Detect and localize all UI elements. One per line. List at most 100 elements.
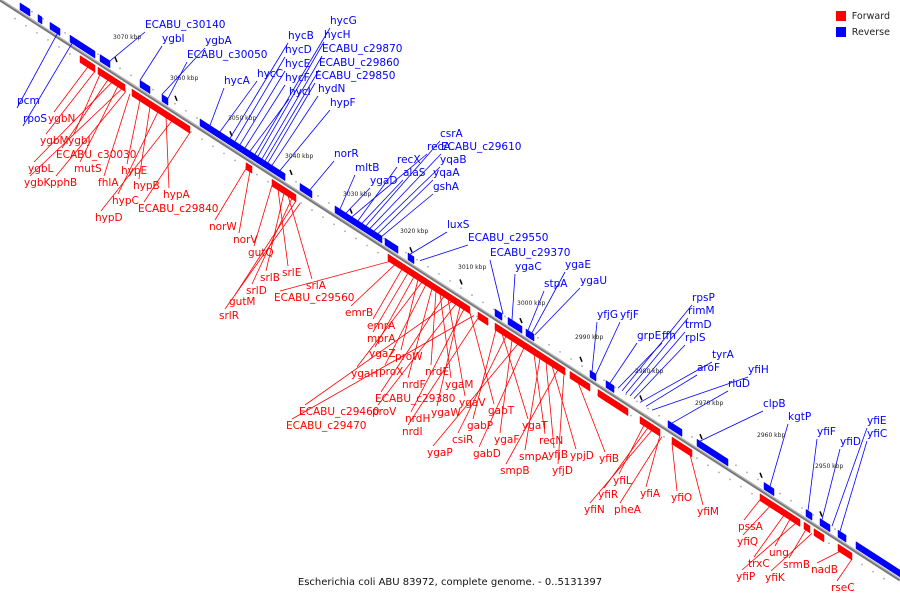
gene-label: tyrA bbox=[712, 349, 735, 361]
legend-forward-label: Forward bbox=[851, 10, 890, 22]
position-dot bbox=[333, 223, 335, 226]
position-dot bbox=[812, 514, 814, 516]
gene-label: ung bbox=[769, 547, 789, 559]
label-leader-line bbox=[742, 505, 771, 536]
label-leader-line bbox=[629, 331, 686, 397]
label-leader-line bbox=[61, 79, 109, 149]
gene-label: rplS bbox=[685, 332, 706, 344]
gene-label: ECABU_c30030 bbox=[56, 149, 136, 161]
position-dot bbox=[201, 138, 203, 141]
position-dot bbox=[537, 336, 539, 339]
label-leader-lines bbox=[16, 27, 868, 582]
axis-tick bbox=[819, 511, 823, 517]
label-leader-line bbox=[103, 93, 131, 177]
gene-labels: ECABU_c30140 ygbI ygbA ECABU_c30050 hycA hycC… bbox=[17, 15, 887, 594]
position-dot bbox=[476, 315, 478, 318]
axis-tick-label: 3070 kbp bbox=[113, 34, 141, 41]
gene-label: hypD bbox=[95, 212, 123, 224]
position-dot bbox=[872, 570, 874, 573]
axis-tick-label: 3010 kbp bbox=[458, 264, 486, 271]
gene-label: hypB bbox=[133, 180, 160, 192]
label-leader-line bbox=[279, 109, 331, 171]
gene-label: hycE bbox=[285, 58, 310, 70]
gene-label: pssA bbox=[738, 521, 764, 533]
label-leader-line bbox=[618, 424, 645, 475]
gene-label: mutS bbox=[74, 163, 102, 175]
position-dot bbox=[729, 478, 731, 481]
gene-label: proX bbox=[379, 366, 403, 378]
gene-label: yfiM bbox=[697, 506, 719, 518]
gene-label: ygbL bbox=[28, 163, 54, 175]
gene-label: ygaP bbox=[427, 447, 453, 459]
gene-label: ECABU_c29870 bbox=[322, 43, 402, 55]
gene-label: stpA bbox=[544, 278, 568, 290]
gene-label: recN bbox=[539, 435, 563, 447]
label-leader-line bbox=[511, 273, 516, 320]
position-dot bbox=[790, 499, 792, 502]
label-leader-line bbox=[619, 436, 663, 504]
gene-label: nadB bbox=[811, 564, 838, 576]
gene-block bbox=[494, 308, 503, 321]
gene-label: gabT bbox=[488, 405, 515, 417]
gene-block bbox=[605, 380, 615, 394]
label-leader-line bbox=[380, 295, 445, 393]
label-leader-line bbox=[589, 429, 653, 504]
gene-label: norV bbox=[233, 234, 258, 246]
label-leader-line bbox=[645, 374, 698, 407]
label-leader-line bbox=[265, 192, 285, 272]
label-leader-line bbox=[531, 271, 566, 334]
label-leader-line bbox=[409, 231, 448, 255]
position-dot bbox=[559, 350, 561, 353]
label-leader-line bbox=[257, 41, 325, 157]
gene-label: yfiB bbox=[599, 453, 619, 465]
position-dot bbox=[718, 471, 720, 474]
legend-reverse-label: Reverse bbox=[851, 26, 890, 38]
label-leader-line bbox=[816, 550, 841, 564]
gene-block bbox=[97, 66, 126, 93]
gene-block bbox=[837, 543, 853, 561]
reverse-swatch bbox=[835, 27, 846, 37]
label-leader-line bbox=[699, 410, 764, 442]
gene-label: ygbJ bbox=[68, 135, 91, 147]
gene-label: mprA bbox=[367, 333, 396, 345]
label-leader-line bbox=[419, 244, 469, 262]
gene-block bbox=[569, 370, 591, 392]
label-leader-line bbox=[219, 80, 258, 133]
gene-label: yfjF bbox=[620, 309, 639, 321]
position-dot bbox=[42, 17, 44, 20]
label-leader-line bbox=[234, 56, 286, 142]
gene-label: yfjB bbox=[548, 449, 568, 461]
gene-label: ygaV bbox=[459, 397, 486, 409]
label-leader-line bbox=[436, 306, 461, 407]
gene-label: yfiL bbox=[613, 475, 632, 487]
gene-label: trxC bbox=[748, 558, 770, 570]
genome-backbone-highlight bbox=[0, 0, 900, 580]
label-leader-line bbox=[639, 361, 713, 403]
gene-label: rpsP bbox=[692, 292, 715, 304]
axis-tick bbox=[289, 169, 293, 176]
gene-block bbox=[494, 322, 566, 376]
position-dot bbox=[581, 365, 583, 367]
gene-label: ygbK bbox=[24, 177, 52, 189]
position-dot bbox=[630, 414, 632, 417]
label-leader-line bbox=[407, 317, 479, 426]
axis-tick-label: 3060 kbp bbox=[170, 75, 198, 82]
position-dot bbox=[438, 273, 440, 275]
gene-block bbox=[99, 53, 111, 69]
label-leader-line bbox=[139, 45, 163, 81]
gene-label: ECABU_c29550 bbox=[468, 232, 548, 244]
gene-label: yfiK bbox=[765, 572, 786, 584]
position-dot bbox=[311, 209, 313, 211]
gene-label: yqaA bbox=[433, 167, 460, 179]
gene-block bbox=[507, 316, 523, 334]
legend-item-forward: Forward bbox=[835, 8, 890, 24]
label-leader-line bbox=[287, 195, 313, 280]
label-leader-line bbox=[489, 259, 504, 315]
label-leader-line bbox=[743, 499, 761, 521]
label-leader-line bbox=[788, 529, 807, 559]
label-leader-line bbox=[244, 84, 286, 149]
position-dot bbox=[861, 563, 863, 566]
position-dot bbox=[196, 117, 198, 119]
label-leader-line bbox=[839, 440, 868, 532]
label-leader-line bbox=[357, 166, 398, 221]
